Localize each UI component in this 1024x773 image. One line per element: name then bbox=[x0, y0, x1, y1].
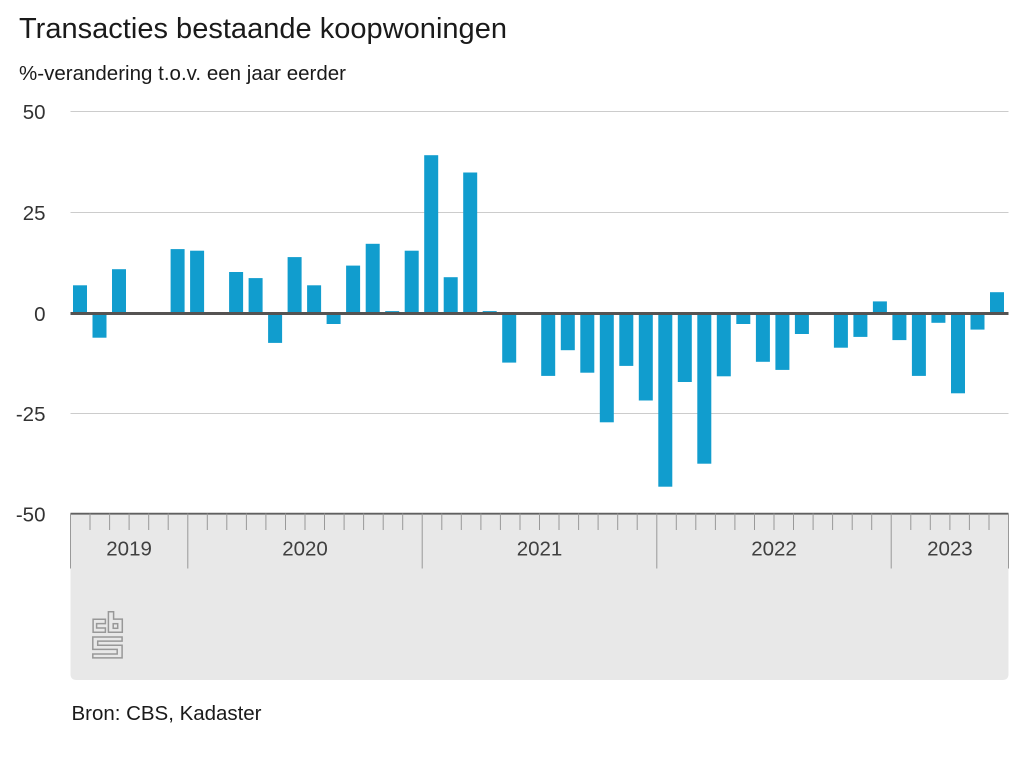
svg-text:25: 25 bbox=[23, 202, 46, 225]
svg-text:-25: -25 bbox=[16, 403, 46, 426]
svg-text:2023: 2023 bbox=[927, 538, 973, 561]
svg-text:Bron: CBS, Kadaster: Bron: CBS, Kadaster bbox=[72, 702, 262, 725]
svg-text:0: 0 bbox=[34, 303, 45, 326]
svg-text:-50: -50 bbox=[16, 503, 46, 526]
svg-text:2021: 2021 bbox=[517, 538, 563, 561]
svg-text:Transacties bestaande koopwoni: Transacties bestaande koopwoningen bbox=[19, 13, 507, 45]
svg-text:2020: 2020 bbox=[282, 538, 328, 561]
svg-text:2019: 2019 bbox=[106, 538, 152, 561]
svg-text:2022: 2022 bbox=[751, 538, 797, 561]
svg-text:%-verandering t.o.v. een jaar: %-verandering t.o.v. een jaar eerder bbox=[19, 62, 346, 85]
svg-text:50: 50 bbox=[23, 101, 46, 124]
